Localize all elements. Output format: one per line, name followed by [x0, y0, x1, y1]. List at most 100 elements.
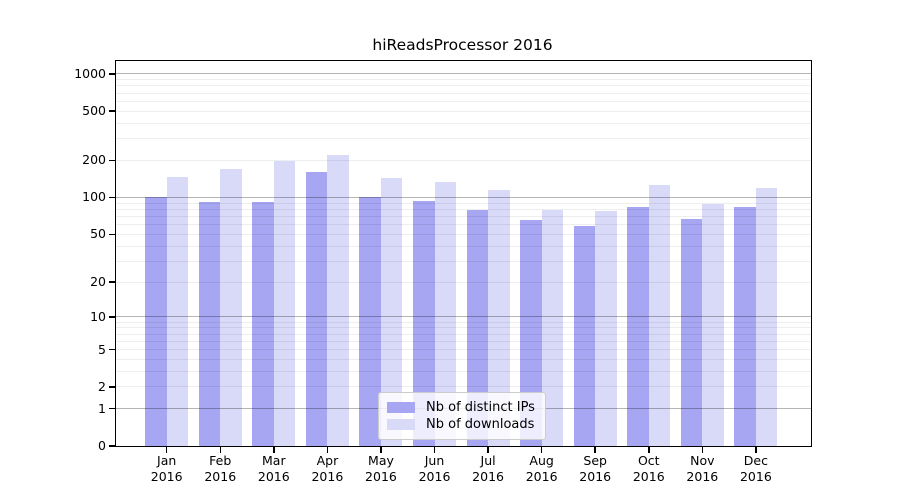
y-tick-mark: [109, 281, 115, 283]
x-tick-mark: [594, 447, 596, 453]
y-tick-label: 0: [98, 438, 106, 453]
gridline-minor: [116, 138, 811, 140]
bar-distinct-ips: [680, 218, 703, 446]
x-tick-mark: [433, 447, 436, 453]
y-tick-mark: [109, 233, 115, 235]
bar-distinct-ips: [466, 210, 489, 446]
bar-downloads: [595, 211, 617, 446]
legend-swatch-distinct-ips: [387, 402, 415, 413]
gridline-major: [116, 73, 811, 75]
y-tick-mark: [109, 159, 115, 162]
gridline-minor: [116, 321, 811, 323]
legend-item-downloads: Nb of downloads: [387, 417, 541, 432]
y-tick-label: 1: [98, 400, 106, 416]
x-tick-label: Oct 2016: [632, 453, 665, 484]
bar-distinct-ips: [305, 172, 328, 446]
y-tick-mark: [109, 196, 115, 199]
y-tick-label: 20: [90, 274, 106, 290]
plot-area: 0 1 2 5 10 20 50 100 200 500 1000 Jan 2016 Feb 2016 M…: [74, 60, 812, 484]
bar-downloads: [220, 169, 242, 446]
x-tick-label: Aug 2016: [525, 453, 558, 484]
legend: Nb of distinct IPs Nb of downloads: [378, 392, 546, 440]
x-tick-label: Nov 2016: [686, 453, 719, 484]
bar-downloads: [488, 190, 510, 446]
gridline-major: [116, 196, 811, 198]
bar-downloads: [380, 178, 403, 446]
gridline-minor: [116, 349, 811, 350]
gridline-minor: [116, 333, 811, 335]
y-tick-label: 1000: [74, 65, 106, 81]
y-tick-mark: [109, 348, 115, 351]
x-tick-mark: [755, 447, 757, 453]
gridline-minor: [116, 386, 811, 388]
x-tick-label: Mar 2016: [257, 453, 290, 484]
y-tick-mark: [109, 407, 115, 410]
x-tick-label: Sep 2016: [579, 453, 612, 484]
gridline-minor: [116, 340, 811, 342]
x-tick-mark: [648, 447, 650, 453]
gridline-minor: [116, 79, 811, 81]
x-tick-label: Dec 2016: [739, 453, 772, 484]
y-tick-label: 200: [82, 152, 106, 168]
gridline-minor: [116, 281, 811, 283]
bar-distinct-ips: [734, 206, 756, 446]
gridline-major: [116, 316, 811, 318]
bar-downloads: [702, 203, 724, 446]
bar-distinct-ips: [145, 197, 167, 446]
y-tick-mark: [109, 110, 115, 112]
x-tick-mark: [540, 447, 543, 453]
x-tick-label: Jul 2016: [472, 453, 504, 484]
gridline-minor: [116, 260, 811, 262]
x-tick-label: May 2016: [365, 453, 397, 484]
x-tick-mark: [326, 447, 329, 453]
bar-downloads: [648, 185, 671, 446]
legend-swatch-downloads: [387, 419, 415, 430]
gridline-minor: [116, 122, 811, 124]
bars-layer: [116, 61, 811, 446]
x-tick-label: Jun 2016: [418, 453, 451, 484]
x-tick-label: Jan 2016: [150, 453, 183, 484]
gridline-minor: [116, 110, 811, 112]
gridline-minor: [116, 202, 811, 204]
x-tick-label: Apr 2016: [311, 453, 344, 484]
x-tick-mark: [219, 447, 221, 453]
bar-distinct-ips: [359, 197, 381, 446]
x-tick-mark: [487, 447, 489, 453]
bar-distinct-ips: [520, 220, 542, 446]
bar-downloads: [434, 181, 457, 446]
legend-label-distinct-ips: Nb of distinct IPs: [426, 400, 535, 415]
bar-distinct-ips: [198, 201, 221, 446]
bar-downloads: [755, 187, 778, 446]
gridline-minor: [116, 85, 811, 87]
bar-distinct-ips: [627, 206, 649, 446]
gridline-minor: [116, 233, 811, 235]
gridline-minor: [116, 208, 811, 210]
bar-distinct-ips: [252, 201, 274, 446]
gridline-minor: [116, 215, 811, 217]
x-tick-mark: [273, 447, 275, 453]
axis-ticks-layer: 0 1 2 5 10 20 50 100 200 500 1000 Jan 2016 Feb 2016 M…: [74, 61, 811, 484]
x-tick-label: Feb 2016: [204, 453, 237, 484]
gridline-minor: [116, 100, 811, 102]
y-tick-label: 100: [82, 189, 106, 205]
x-tick-mark: [701, 447, 704, 453]
y-tick-label: 50: [90, 226, 106, 242]
bar-downloads: [327, 155, 349, 446]
bar-distinct-ips: [573, 226, 596, 446]
y-tick-label: 2: [98, 378, 106, 394]
bar-distinct-ips: [413, 200, 435, 446]
gridline-minor: [116, 370, 811, 372]
y-tick-mark: [109, 73, 115, 75]
bar-downloads: [273, 161, 296, 446]
x-tick-mark: [380, 447, 382, 453]
gridline-minor: [116, 224, 811, 226]
bar-downloads: [166, 176, 189, 446]
y-tick-label: 5: [98, 341, 106, 357]
x-tick-mark: [165, 447, 168, 453]
y-tick-mark: [109, 386, 115, 388]
y-tick-mark: [109, 316, 115, 318]
gridline-minor: [116, 245, 811, 247]
grid-layer: [116, 61, 811, 446]
chart-title: hiReadsProcessor 2016: [372, 36, 553, 54]
